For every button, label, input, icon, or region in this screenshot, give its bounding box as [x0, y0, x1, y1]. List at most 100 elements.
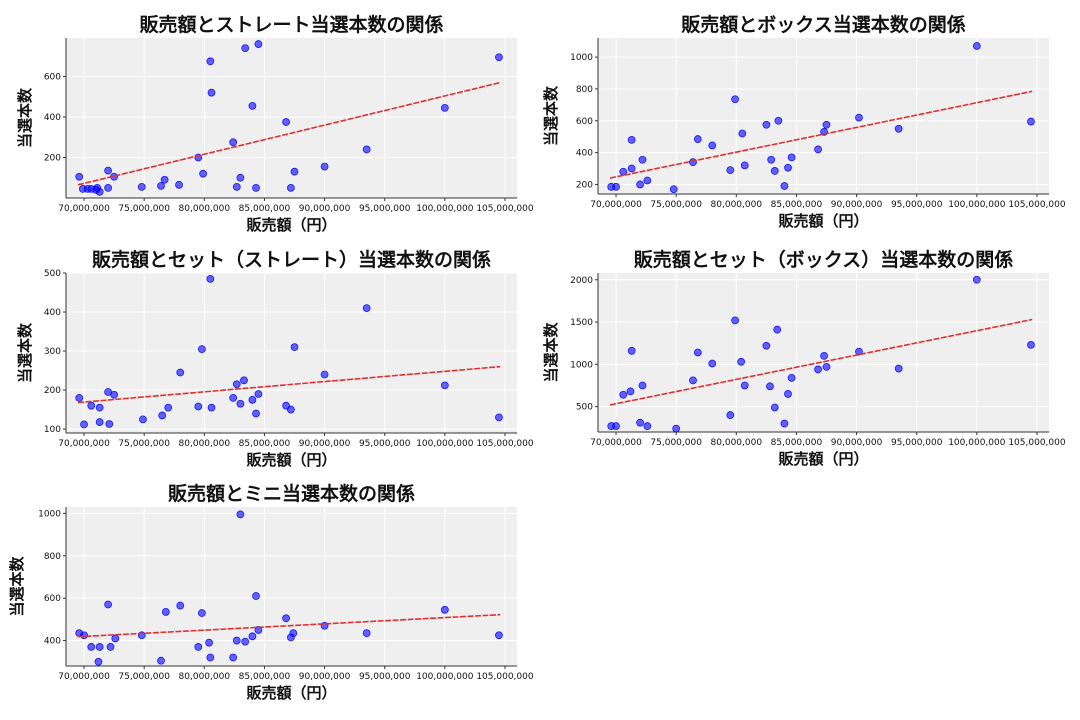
data-point	[440, 103, 449, 112]
data-point	[164, 403, 173, 412]
data-point	[643, 176, 652, 185]
data-point	[619, 167, 628, 176]
data-point	[236, 510, 245, 519]
chart-title: 販売額とセット（ストレート）当選本数の関係	[92, 248, 491, 271]
data-point	[767, 155, 776, 164]
x-tick-label: 80,000,000	[179, 439, 231, 449]
data-point	[495, 53, 503, 62]
y-axis-label: 当選本数	[542, 85, 560, 146]
y-axis-label: 当選本数	[542, 322, 560, 383]
y-tick-label: 400	[44, 113, 61, 123]
x-tick-label: 95,000,000	[359, 439, 411, 449]
data-point	[104, 166, 112, 175]
data-points	[75, 40, 503, 196]
x-tick-label: 85,000,000	[771, 438, 823, 448]
x-tick-label: 105,000,000	[1008, 200, 1066, 210]
data-point	[708, 359, 717, 368]
data-point	[362, 629, 371, 638]
data-point	[205, 638, 214, 647]
data-point	[286, 183, 295, 192]
chart-panel-3: 70,000,000 75,000,000 80,000,000 85,000,000…	[16, 248, 534, 469]
x-axis-label: 販売額（円）	[246, 216, 336, 234]
x-tick-label: 95,000,000	[359, 204, 411, 214]
y-tick-label: 100	[44, 425, 61, 435]
trend-line	[77, 613, 501, 638]
data-point	[440, 605, 449, 614]
data-point	[855, 113, 863, 122]
y-tick-label: 1000	[38, 509, 61, 519]
x-axis-label: 販売額（円）	[246, 684, 336, 702]
y-tick-label: 300	[44, 347, 61, 357]
y-tick-label: 500	[44, 269, 61, 279]
data-point	[95, 188, 104, 196]
data-point	[105, 420, 114, 428]
x-tick-label: 90,000,000	[831, 438, 883, 448]
data-point	[254, 390, 263, 398]
data-point	[740, 161, 749, 170]
data-point	[814, 145, 822, 154]
grid-lines	[66, 38, 517, 198]
data-point	[495, 631, 503, 640]
data-point	[740, 381, 749, 390]
y-tick-label: 1500	[570, 318, 593, 328]
data-point	[290, 167, 299, 176]
y-tick-label: 2000	[570, 276, 593, 286]
data-point	[693, 348, 702, 357]
data-point	[820, 351, 829, 360]
data-point	[137, 182, 146, 191]
data-point	[229, 653, 238, 662]
x-tick-label: 90,000,000	[831, 200, 883, 210]
data-point	[248, 395, 257, 404]
data-point	[762, 120, 771, 129]
y-axis-label: 当選本数	[8, 556, 26, 617]
data-point	[636, 418, 644, 427]
x-tick-label: 95,000,000	[359, 672, 411, 682]
data-point	[770, 403, 779, 412]
y-axis-label: 当選本数	[16, 322, 34, 383]
data-point	[320, 370, 329, 379]
data-points	[607, 275, 1035, 433]
data-point	[194, 402, 203, 411]
data-point	[814, 365, 822, 374]
x-tick-label: 105,000,000	[476, 439, 534, 449]
data-point	[206, 57, 215, 66]
y-tick-label: 400	[44, 637, 61, 647]
x-tick-label: 80,000,000	[711, 200, 763, 210]
x-tick-label: 90,000,000	[299, 204, 351, 214]
data-point	[894, 364, 903, 373]
data-point	[207, 88, 216, 97]
x-tick-label: 70,000,000	[590, 200, 642, 210]
data-point	[94, 657, 103, 666]
data-point	[290, 343, 299, 352]
data-point	[822, 120, 831, 129]
data-point	[236, 173, 245, 182]
data-point	[636, 180, 644, 189]
data-point	[175, 180, 183, 189]
data-point	[638, 381, 647, 390]
x-tick-label: 105,000,000	[1008, 438, 1066, 448]
data-point	[75, 172, 84, 181]
data-point	[440, 381, 449, 390]
data-point	[236, 399, 245, 408]
data-point	[248, 632, 257, 641]
data-point	[612, 182, 620, 191]
data-point	[139, 415, 147, 424]
x-tick-label: 85,000,000	[771, 200, 823, 210]
y-tick-label: 600	[576, 117, 593, 127]
chart-title: 販売額とセット（ボックス）当選本数の関係	[634, 248, 1013, 271]
data-point	[627, 135, 636, 144]
data-point	[282, 614, 290, 623]
data-point	[972, 42, 981, 50]
x-tick-label: 90,000,000	[299, 672, 351, 682]
data-point	[158, 411, 167, 420]
data-point	[95, 643, 104, 651]
x-axis-label: 販売額（円）	[778, 212, 868, 230]
data-point	[643, 422, 652, 430]
y-tick-label: 400	[44, 308, 61, 318]
data-points	[607, 42, 1035, 194]
data-point	[320, 162, 329, 171]
data-point	[708, 141, 717, 150]
x-tick-label: 90,000,000	[299, 439, 351, 449]
data-point	[199, 169, 208, 178]
data-point	[770, 167, 779, 175]
